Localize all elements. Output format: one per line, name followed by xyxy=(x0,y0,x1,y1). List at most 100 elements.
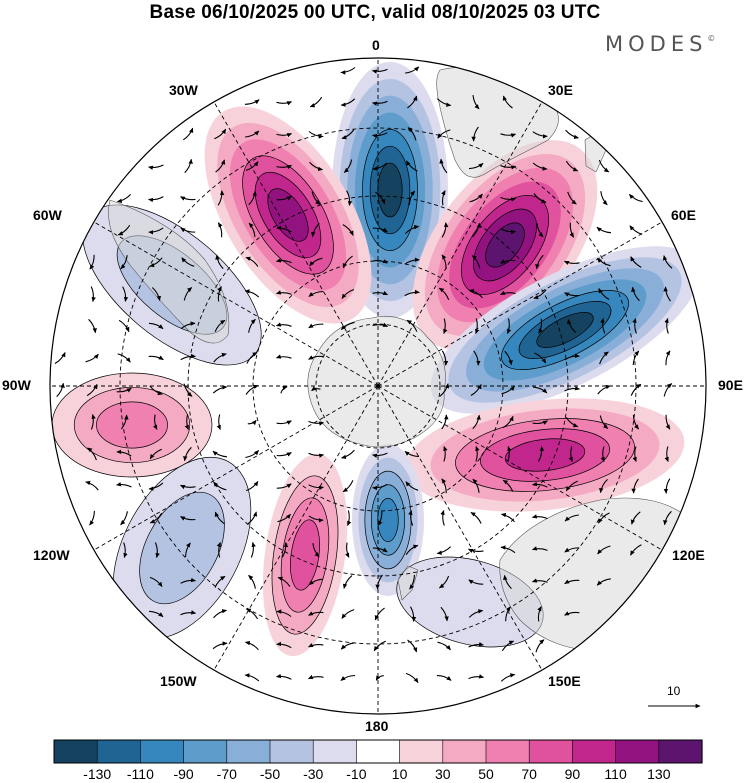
wind-vectors xyxy=(54,66,673,684)
wind-vector xyxy=(183,383,193,397)
wind-vector xyxy=(436,98,452,107)
streamline-contour xyxy=(370,484,406,556)
wind-vector xyxy=(665,414,671,430)
wind-vector xyxy=(506,318,512,335)
wind-vector xyxy=(664,317,669,334)
streamline-contour xyxy=(242,155,334,275)
wind-vector xyxy=(116,449,132,457)
wind-vector xyxy=(276,483,292,489)
colorbar-tick: -30 xyxy=(303,766,324,782)
colorbar-box xyxy=(399,739,444,764)
brand-mark: © xyxy=(707,34,716,43)
wind-vector xyxy=(56,382,65,398)
wind-vector xyxy=(308,290,324,297)
wind-vector xyxy=(502,95,513,109)
wind-vector xyxy=(308,355,324,360)
label-0: 0 xyxy=(372,37,380,53)
wind-vector xyxy=(341,609,355,619)
wind-vector xyxy=(148,482,164,491)
wind-vector xyxy=(472,478,480,493)
wind-vector xyxy=(276,420,292,425)
wind-vector xyxy=(507,445,512,462)
meridian-line xyxy=(377,385,663,551)
wind-vector xyxy=(441,478,447,494)
meridian-line xyxy=(377,221,663,387)
streamline-contour xyxy=(504,438,586,472)
wind-vector xyxy=(311,191,321,205)
wind-vector xyxy=(347,510,352,527)
wind-vector xyxy=(308,643,324,648)
streamline-contour xyxy=(501,290,629,370)
wind-vector xyxy=(373,640,387,652)
colorbar-tick: -70 xyxy=(216,766,237,782)
label-120w: 120W xyxy=(33,547,70,563)
wind-vector xyxy=(149,512,163,524)
wind-vector xyxy=(564,514,579,522)
colorbar-tick: 110 xyxy=(604,766,627,782)
wind-vector xyxy=(148,610,164,618)
wind-vector xyxy=(564,547,580,553)
streamline-contour xyxy=(369,145,411,235)
wind-vector xyxy=(149,257,163,268)
wind-vector xyxy=(500,673,516,682)
wind-vector xyxy=(532,420,548,425)
wind-vector xyxy=(276,673,292,680)
wind-vector xyxy=(632,317,637,334)
wind-vector xyxy=(475,318,480,335)
wind-vector xyxy=(372,259,388,264)
wind-vector xyxy=(663,286,671,302)
streamline-contour xyxy=(271,475,339,635)
wind-vector xyxy=(213,481,227,491)
wind-vector xyxy=(244,99,260,105)
wind-vector xyxy=(151,287,162,302)
wind-vector xyxy=(120,414,129,430)
label-90w: 90W xyxy=(2,377,31,393)
wind-vector xyxy=(439,383,450,397)
wind-vector xyxy=(122,286,129,302)
wind-vector xyxy=(632,446,637,463)
streamline-contour xyxy=(267,188,309,242)
antarctica-landmass xyxy=(307,315,446,448)
wind-vector xyxy=(247,419,257,426)
wind-vector xyxy=(183,446,192,462)
wind-vector xyxy=(632,350,640,366)
wind-vector xyxy=(535,254,544,270)
wind-vector xyxy=(312,543,320,558)
wind-vector xyxy=(148,227,164,235)
colorbar-tick: 130 xyxy=(647,766,671,782)
wind-vector xyxy=(148,322,164,330)
colorbar-tick: 70 xyxy=(521,766,537,782)
wind-vector xyxy=(468,642,484,648)
wind-vector xyxy=(499,290,516,296)
wind-vector xyxy=(500,259,516,264)
wind-vector xyxy=(184,158,193,174)
label-30w: 30W xyxy=(169,82,198,98)
wind-vector xyxy=(308,131,324,139)
wind-vector xyxy=(375,675,384,681)
wind-vector xyxy=(123,542,128,559)
wind-vector xyxy=(276,225,292,233)
wind-vector xyxy=(308,484,324,491)
wind-vector xyxy=(216,541,221,558)
wind-vector xyxy=(341,129,355,140)
wind-vector xyxy=(470,512,482,524)
wind-vector xyxy=(346,190,353,206)
wind-vector xyxy=(471,255,481,269)
wind-vector xyxy=(533,386,548,394)
wind-vector xyxy=(437,641,451,651)
wind-vector xyxy=(664,446,669,463)
wind-vector xyxy=(468,162,484,170)
wind-vector xyxy=(631,478,639,494)
meridian-line xyxy=(377,385,543,671)
wind-vector xyxy=(149,576,163,588)
wind-vector xyxy=(468,288,483,299)
wind-vector xyxy=(438,575,450,589)
wind-vector xyxy=(345,542,350,558)
wind-vector xyxy=(308,420,325,426)
wind-vector xyxy=(564,386,580,392)
wind-vector xyxy=(468,609,484,618)
wind-vector xyxy=(502,415,514,429)
wind-vector xyxy=(441,254,447,270)
wind-vector xyxy=(374,191,386,205)
anomaly-contour xyxy=(536,312,594,348)
